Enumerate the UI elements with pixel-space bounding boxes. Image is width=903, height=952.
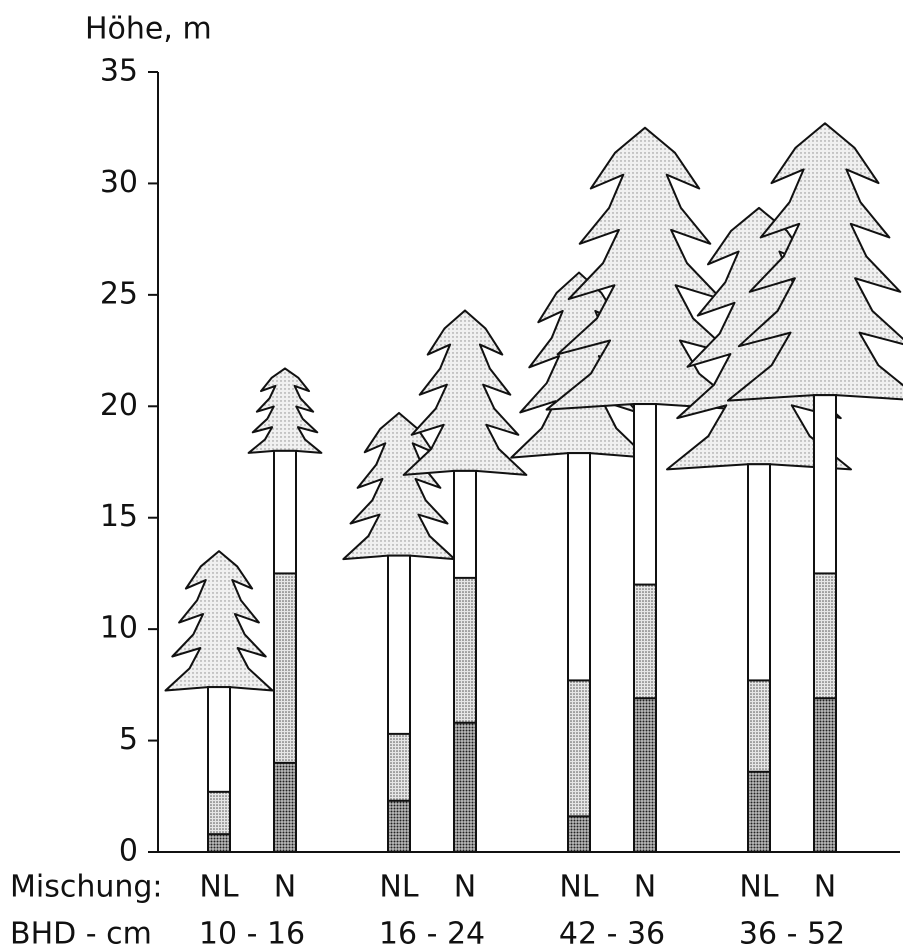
bhd-label: 36 - 52	[739, 917, 845, 952]
mix-label: NL	[199, 870, 238, 905]
y-tick-label: 0	[119, 834, 138, 869]
bhd-label: 10 - 16	[199, 917, 305, 952]
y-tick-label: 5	[119, 722, 138, 757]
mix-label: NL	[379, 870, 418, 905]
trunk-dark	[273, 761, 297, 853]
y-tick-label: 15	[100, 499, 138, 534]
row-label: BHD - cm	[10, 917, 152, 952]
trunk-dark	[567, 815, 591, 853]
crown	[164, 550, 274, 692]
mix-label: N	[634, 870, 656, 905]
trunk-dark	[813, 697, 837, 853]
trunk-dark	[207, 833, 231, 854]
bhd-label: 42 - 36	[559, 917, 665, 952]
row-label: Mischung:	[10, 870, 163, 905]
y-tick-label: 30	[100, 165, 138, 200]
y-tick-label: 25	[100, 276, 138, 311]
mix-label: N	[274, 870, 296, 905]
trunk-dark	[453, 721, 477, 853]
mix-label: N	[814, 870, 836, 905]
bhd-label: 16 - 24	[379, 917, 485, 952]
trunk-dark	[747, 770, 771, 853]
y-axis-label: Höhe, m	[85, 12, 212, 47]
y-tick-label: 10	[100, 611, 138, 646]
crown	[402, 309, 528, 476]
y-tick-label: 20	[100, 388, 138, 423]
mix-label: NL	[739, 870, 778, 905]
crown	[247, 367, 323, 454]
trunk-dark	[387, 799, 411, 853]
mix-label: N	[454, 870, 476, 905]
y-tick-label: 35	[100, 54, 138, 89]
mix-label: NL	[559, 870, 598, 905]
trunk-dark	[633, 697, 657, 853]
